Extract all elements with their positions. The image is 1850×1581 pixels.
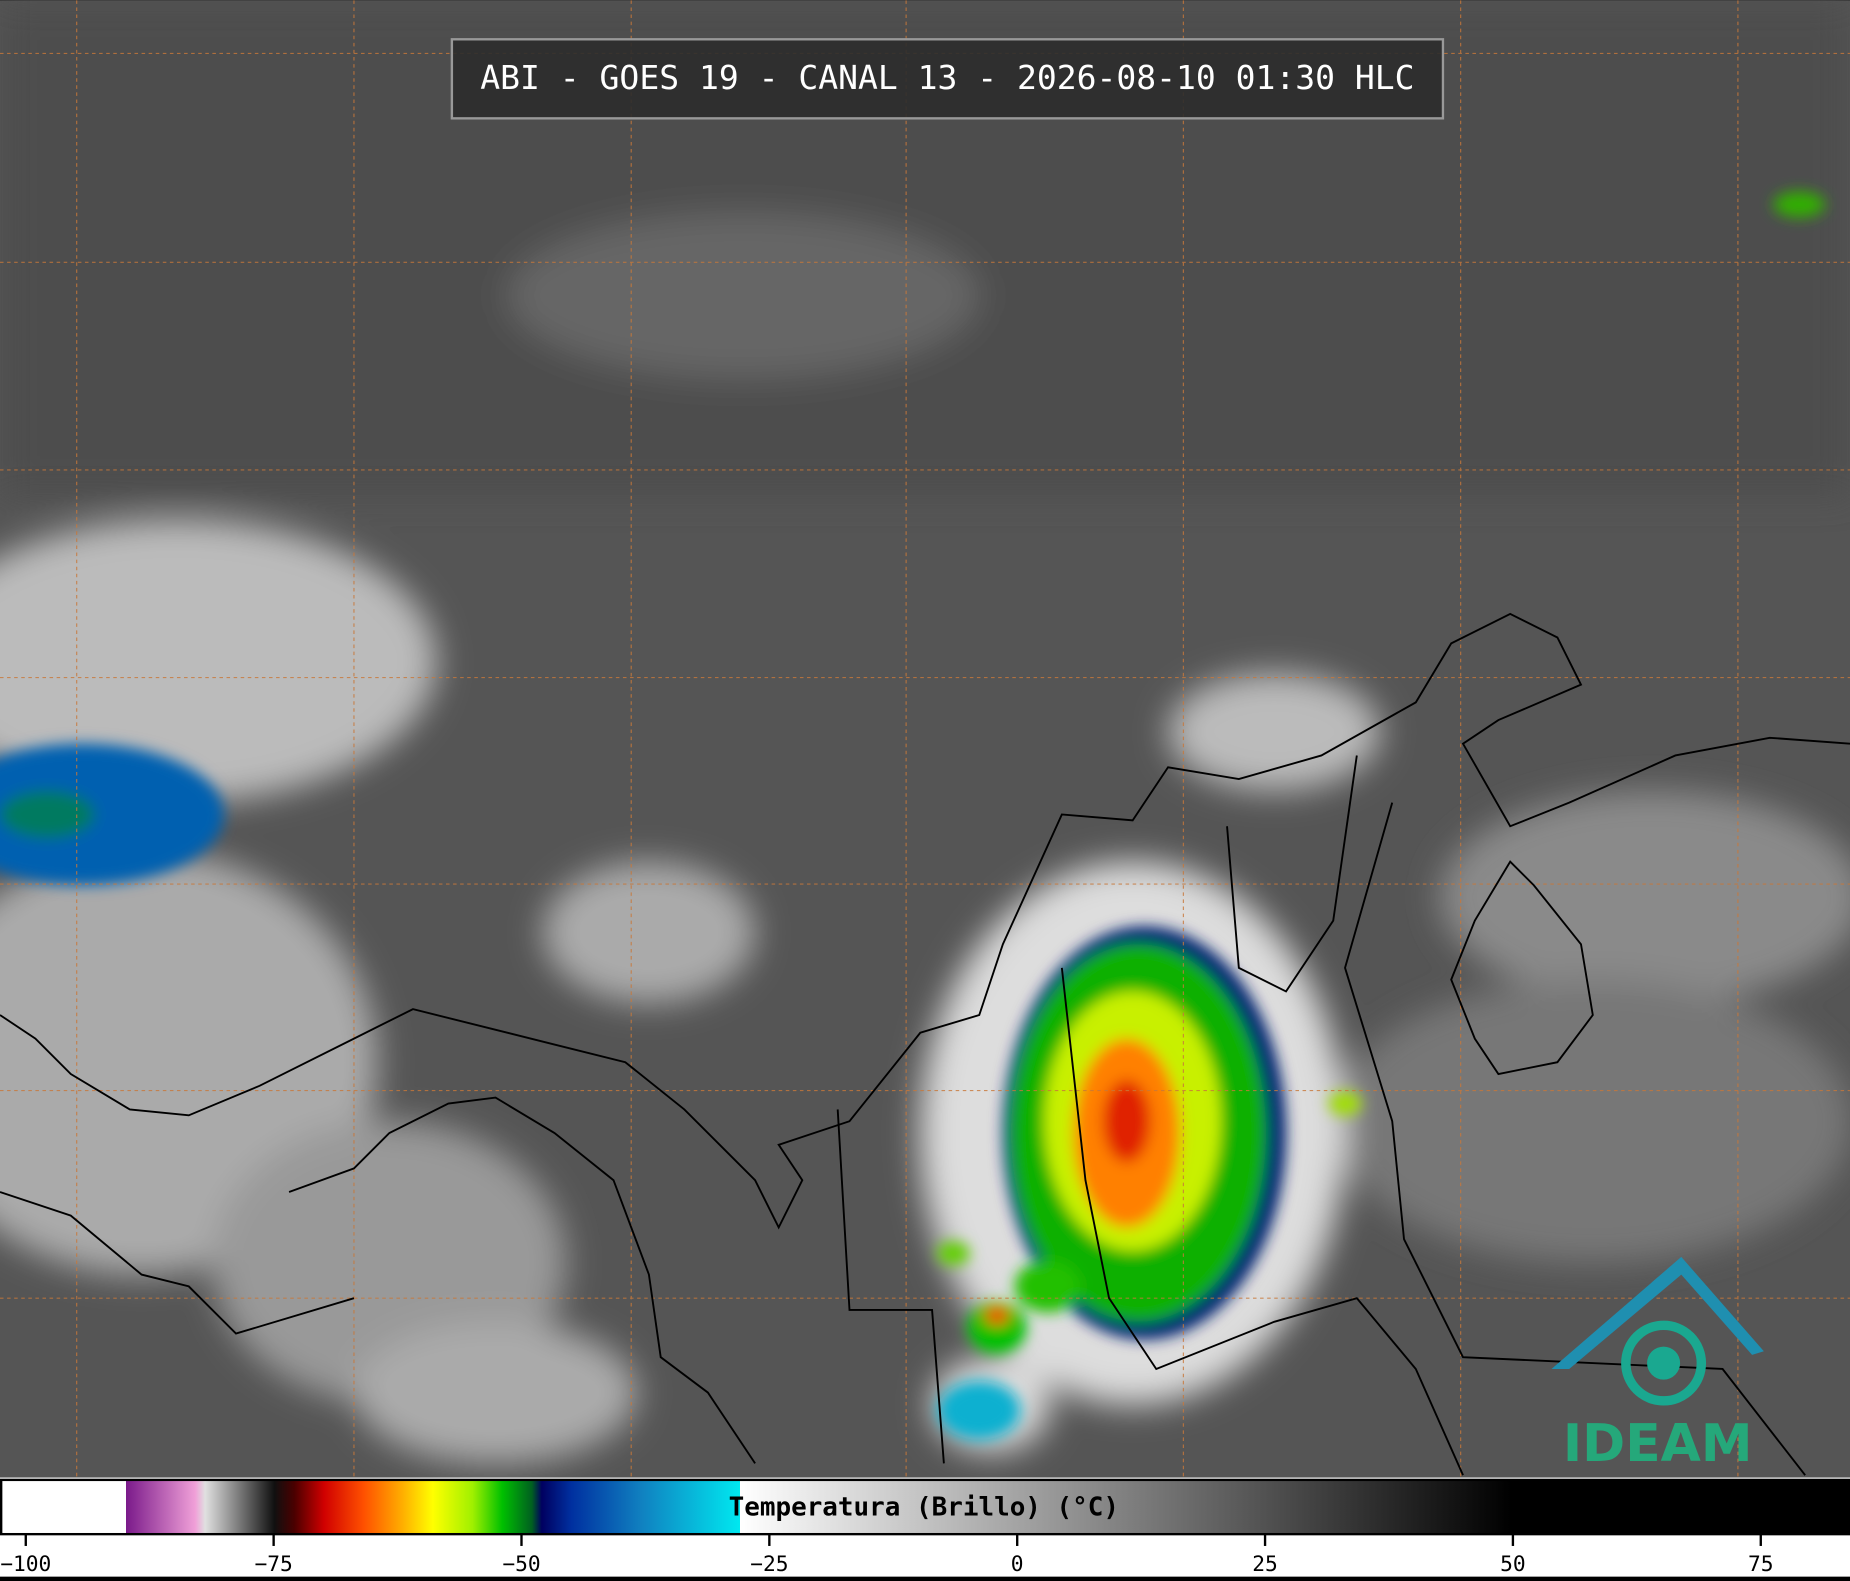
tick-label: −100 bbox=[0, 1552, 51, 1577]
tick-label: 75 bbox=[1748, 1552, 1774, 1577]
colorbar bbox=[0, 1478, 1850, 1536]
tick-label: 0 bbox=[1011, 1552, 1024, 1577]
cold-cloud-tops bbox=[0, 191, 1826, 1440]
grid-lines bbox=[0, 0, 1850, 1478]
title: ABI - GOES 19 - CANAL 13 - 2026-08-10 01… bbox=[480, 58, 1414, 97]
tick-label: 50 bbox=[1500, 1552, 1526, 1577]
tick-label: −50 bbox=[502, 1552, 540, 1577]
tick-label: −25 bbox=[750, 1552, 788, 1577]
tick-label: −75 bbox=[254, 1552, 292, 1577]
tick-label: 25 bbox=[1252, 1552, 1278, 1577]
coastlines bbox=[0, 612, 1850, 1476]
colorbar-label: Temperatura (Brillo) (°C) bbox=[729, 1493, 1119, 1523]
title-box bbox=[450, 38, 1445, 120]
logo: IDEAM bbox=[1551, 1256, 1764, 1474]
logo-text: IDEAM bbox=[1563, 1414, 1753, 1474]
